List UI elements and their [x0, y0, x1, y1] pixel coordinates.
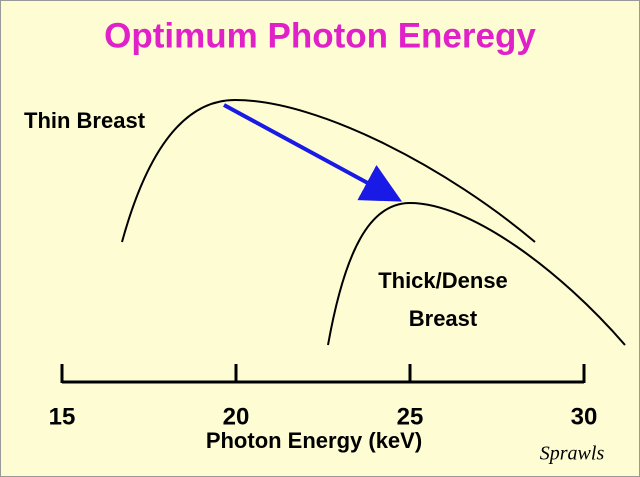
x-tick-label: 15 — [49, 403, 76, 430]
shift-arrow — [223, 103, 403, 202]
thin-label: Thin Breast — [24, 108, 146, 133]
thick-curve — [327, 201, 626, 346]
signature: Sprawls — [540, 443, 605, 465]
x-tick-label: 25 — [397, 403, 424, 430]
axis-label: Photon Energy (keV) — [206, 428, 422, 453]
title: Optimum Photon Eneregy — [104, 16, 536, 55]
thick-label: Breast — [409, 306, 478, 331]
x-tick-label: 20 — [223, 403, 250, 430]
thick-label: Thick/Dense — [378, 268, 508, 293]
thin-curve — [121, 98, 536, 243]
x-tick-label: 30 — [571, 403, 598, 430]
